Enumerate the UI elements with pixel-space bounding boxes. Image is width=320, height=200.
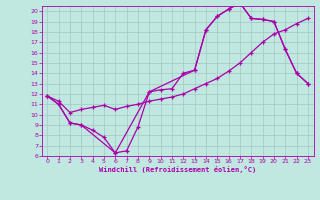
X-axis label: Windchill (Refroidissement éolien,°C): Windchill (Refroidissement éolien,°C) (99, 166, 256, 173)
